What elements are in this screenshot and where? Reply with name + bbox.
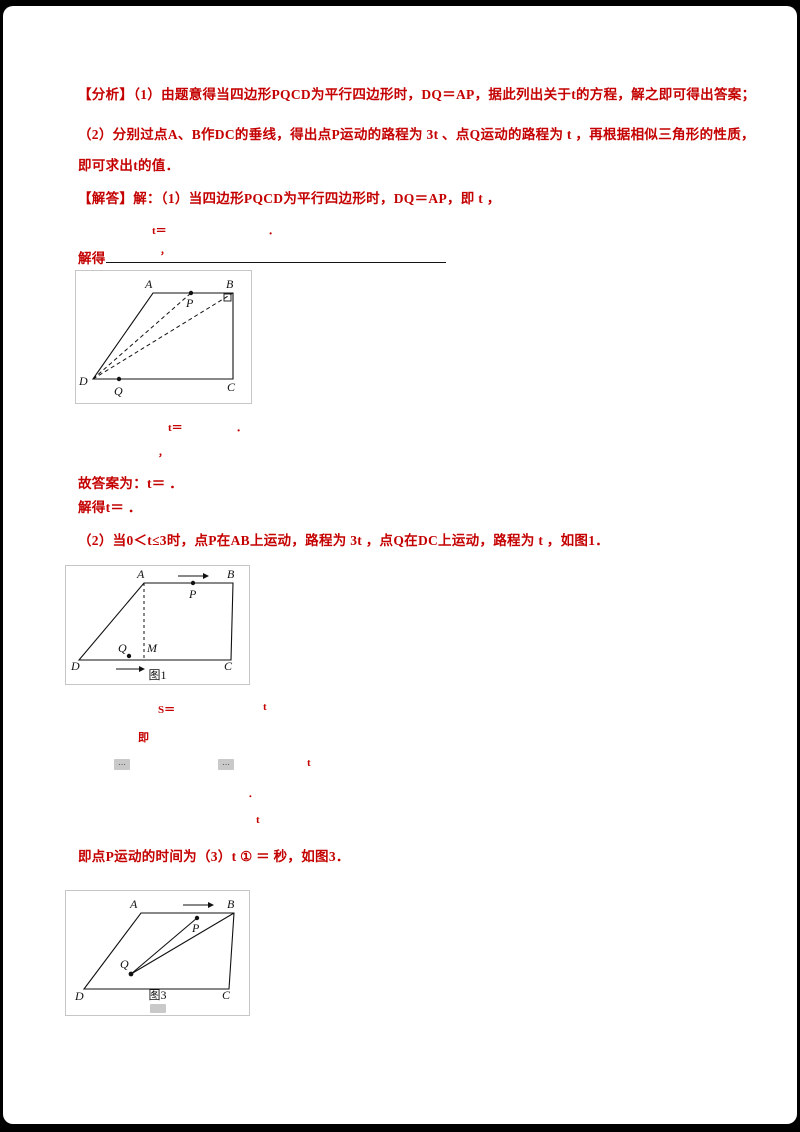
fig3-arrow-p-head	[208, 902, 214, 908]
part2-intro-line: （2）当0＜t≤3时，点P在AB上运动，路程为 3t ，点Q在DC上运动，路程为…	[78, 533, 610, 548]
fig3-label-q: Q	[120, 957, 129, 971]
fig1-label-c: C	[227, 380, 236, 394]
fig1-label-a: A	[144, 277, 153, 291]
fig3-label-p: P	[191, 921, 200, 935]
final-answer-line: 故答案为：t＝ ．	[78, 476, 184, 491]
fig2-label-p: P	[188, 587, 197, 601]
figure-2: A B P Q M D C 图1	[65, 565, 250, 685]
solve-label: 解得	[78, 251, 106, 266]
equation-fragment-4: ，	[158, 448, 168, 459]
fig1-label-b: B	[226, 277, 234, 291]
fig2-label-c: C	[224, 659, 233, 673]
equation-fragment-3b: ．	[236, 422, 247, 434]
fig1-dashed-line-db	[92, 292, 234, 380]
fig3-label-a: A	[129, 897, 138, 911]
fig1-label-p: P	[185, 296, 194, 310]
equation-fragment-dot: ．	[248, 789, 258, 800]
figure-1: A B P D C Q	[75, 270, 252, 404]
fig2-point-p-dot	[190, 580, 196, 586]
equation-fragment-2: ，	[160, 246, 170, 257]
part3-intro-line: 即点P运动的时间为（3）t ① ＝ 秒，如图3．	[78, 849, 350, 864]
analysis-line-3: 即可求出t的值．	[78, 158, 180, 173]
document-page: 【分析】（1）由题意得当四边形PQCD为平行四边形时，DQ＝AP，据此列出关于t…	[3, 6, 797, 1124]
equation-fragment-t4: t	[256, 814, 260, 826]
fig2-caption: 图1	[148, 668, 167, 682]
equation-fragment-3a: t＝	[168, 422, 183, 434]
fig2-drawing: A B P Q M D C	[70, 567, 235, 673]
fig2-point-q-dot	[126, 653, 132, 659]
fig3-label-d: D	[74, 989, 84, 1003]
fig3-label-b: B	[227, 897, 235, 911]
equation-placeholder-1: ⋯	[114, 759, 130, 770]
equation-fragment-ji: 即	[138, 732, 149, 744]
fig2-label-d: D	[70, 659, 80, 673]
fig3-trapezoid-outline	[82, 912, 235, 990]
fig3-label-c: C	[222, 988, 231, 1002]
fig1-point-q-dot	[116, 376, 122, 382]
fig2-label-q: Q	[118, 641, 127, 655]
solution-line-1: 【解答】解：（1）当四边形PQCD为平行四边形时，DQ＝AP，即 t ，	[78, 191, 501, 206]
fig3-drawing: A B P Q D C	[74, 897, 235, 1003]
figure-3: A B P Q D C 图3	[65, 890, 250, 1016]
fig3-line-qp	[130, 917, 198, 975]
fig1-right-angle-mark	[223, 293, 232, 302]
fig3-line-qb	[130, 912, 235, 975]
fig2-arrow-q-head	[139, 666, 145, 672]
equation-fragment-1b: ．	[268, 225, 279, 237]
fig3-point-p-dot	[194, 915, 200, 921]
equation-placeholder-2: ⋯	[218, 759, 234, 770]
fig1-label-d: D	[78, 374, 88, 388]
equation-fragment-s1: S＝	[158, 704, 176, 716]
equation-fragment-1a: t＝	[152, 225, 167, 237]
fig2-label-m: M	[146, 641, 158, 655]
fig1-drawing: A B P D C Q	[78, 277, 236, 398]
fig2-label-b: B	[227, 567, 235, 581]
fig1-label-q: Q	[114, 384, 123, 398]
fig2-label-a: A	[136, 567, 145, 581]
fig1-dashed-line-dp	[92, 292, 192, 380]
answer-blank-line	[106, 262, 446, 263]
fig3-point-q-dot	[128, 971, 134, 977]
analysis-line-2: （2）分别过点A、B作DC的垂线，得出点P运动的路程为 3t 、点Q运动的路程为…	[78, 127, 755, 142]
solve-line-2: 解得t＝ ．	[78, 500, 142, 515]
fig3-caption: 图3	[148, 988, 167, 1002]
fig2-trapezoid-outline	[77, 582, 234, 661]
equation-fragment-s2: t	[263, 701, 267, 713]
fig2-arrow-p-head	[203, 573, 209, 579]
fig3-caption-chip	[149, 1004, 166, 1013]
equation-fragment-t3: t	[307, 757, 311, 769]
analysis-line-1: 【分析】（1）由题意得当四边形PQCD为平行四边形时，DQ＝AP，据此列出关于t…	[78, 87, 756, 102]
fig1-point-p-dot	[188, 290, 194, 296]
fig1-trapezoid-outline	[91, 292, 234, 380]
